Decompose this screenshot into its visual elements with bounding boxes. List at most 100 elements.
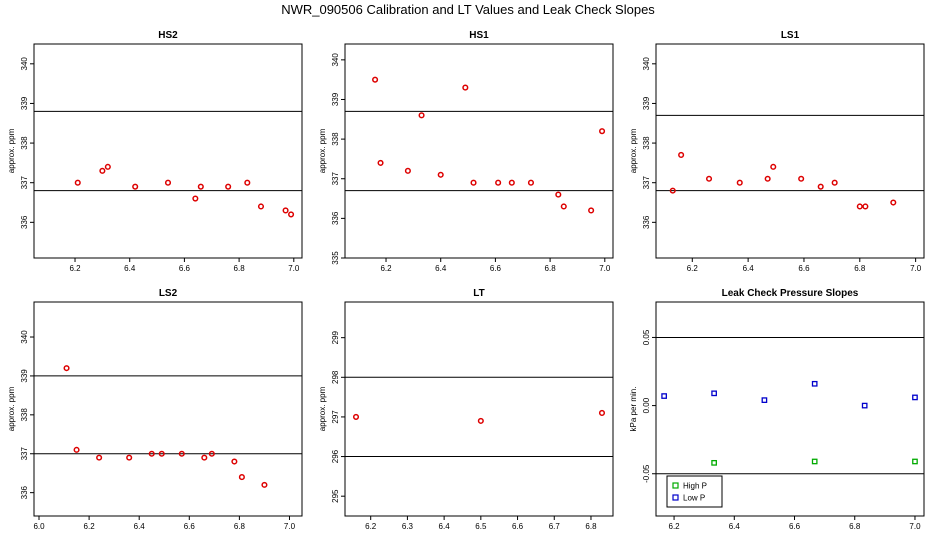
panel-title: HS2 [158,30,178,41]
y-axis-label: approx. ppm [7,128,16,173]
data-point [856,203,863,210]
x-tick-label: 6.4 [743,264,755,273]
y-tick-label: 299 [331,330,340,344]
y-tick-label: 0.05 [642,329,651,345]
y-tick-label: 335 [331,251,340,265]
data-point [495,179,502,186]
x-tick-label: 6.4 [134,522,146,531]
panel-title: LS2 [159,288,178,299]
data-point [418,112,425,119]
x-tick-label: 6.6 [798,264,810,273]
x-tick-label: 6.6 [789,522,801,531]
data-point [761,397,768,403]
x-tick-label: 6.8 [585,522,597,531]
plot-frame [33,43,303,259]
data-point [588,207,595,214]
x-tick-label: 6.2 [84,522,96,531]
panel-ls1: LS1 6.2 6.4 6.6 6.8 7.0 336 337 338 339 340 approx.… [629,30,925,273]
x-tick-label: 7.0 [909,522,921,531]
data-point [257,203,265,210]
x-tick-label: 6.4 [435,264,447,273]
panel-hs2: HS2 6.2 6.4 6.6 6.8 7.0 336 337 338 339 340 approx.… [7,30,303,273]
panel-hs1: HS1 6.2 6.4 6.6 6.8 7.0 335 336 337 338 339 340 appr… [318,30,614,273]
y-tick-label: -0.05 [642,464,651,483]
x-tick-label: 6.2 [687,264,699,273]
data-point [862,203,869,210]
y-tick-label: 0.00 [642,397,651,413]
x-tick-label: 6.0 [33,522,45,531]
x-tick-label: 6.2 [380,264,392,273]
data-point [74,179,81,186]
y-axis-label: kPa per min. [629,387,638,432]
x-tick-label: 6.4 [124,264,136,273]
legend-marker [672,494,679,501]
y-axis-label: approx. ppm [7,386,16,431]
legend: High P Low P [666,475,723,508]
data-point [599,128,606,135]
data-point [462,84,469,91]
y-tick-label: 337 [20,447,29,461]
panel-title: HS1 [469,30,489,41]
data-point [282,207,289,214]
y-tick-label: 340 [642,57,651,71]
x-tick-label: 6.8 [849,522,861,531]
data-point [437,171,444,178]
data-point [288,211,295,218]
y-tick-label: 336 [20,485,29,499]
data-point [201,454,208,461]
data-point [158,450,165,457]
y-tick-label: 297 [331,410,340,424]
x-tick-label: 6.2 [69,264,81,273]
data-point [470,179,477,186]
data-point [555,191,562,198]
y-tick-label: 340 [20,330,29,344]
panel-title: Leak Check Pressure Slopes [722,288,859,299]
x-tick-label: 6.8 [545,264,557,273]
x-tick-label: 6.4 [729,522,741,531]
data-point [164,179,172,186]
x-tick-label: 7.0 [288,264,300,273]
x-tick-label: 6.3 [402,522,414,531]
y-tick-label: 338 [331,132,340,146]
x-tick-label: 6.7 [549,522,561,531]
data-point [508,179,515,186]
y-axis-label: approx. ppm [318,128,327,173]
y-tick-label: 336 [20,215,29,229]
y-axis-label: approx. ppm [629,128,638,173]
data-point [527,179,535,186]
y-tick-label: 337 [331,172,340,186]
panel-title: LT [473,288,484,299]
y-tick-label: 336 [331,211,340,225]
y-tick-label: 337 [20,175,29,189]
x-tick-label: 6.2 [365,522,377,531]
data-point [132,183,139,190]
data-point [811,458,818,465]
data-point [208,450,215,457]
x-tick-label: 6.8 [854,264,866,273]
data-point [192,195,199,202]
data-point [148,450,155,457]
data-point [225,183,232,190]
plot-frame [655,43,925,259]
data-point [96,454,103,461]
y-tick-label: 337 [642,175,651,189]
panel-leak-check-pressure-slopes: Leak Check Pressure Slopes 6.2 6.4 6.6 6.8 7.… [629,288,925,531]
x-tick-label: 7.0 [599,264,611,273]
legend-box [666,475,723,508]
plot-frame [655,301,925,517]
x-tick-label: 6.5 [475,522,487,531]
legend-label: High P [683,482,707,491]
data-point [811,380,818,387]
panel-ls2: LS2 6.0 6.2 6.4 6.6 6.8 7.0 336 337 338 339 340 appr… [7,288,303,531]
data-point [912,458,918,465]
panel-title: LS1 [781,30,800,41]
data-point [377,159,384,166]
plot-frame [344,301,614,517]
y-tick-label: 339 [642,96,651,110]
data-point [817,183,824,190]
data-point [560,203,567,210]
data-point [661,393,667,399]
plot-frame [33,301,303,517]
y-axis-label: approx. ppm [318,386,327,431]
